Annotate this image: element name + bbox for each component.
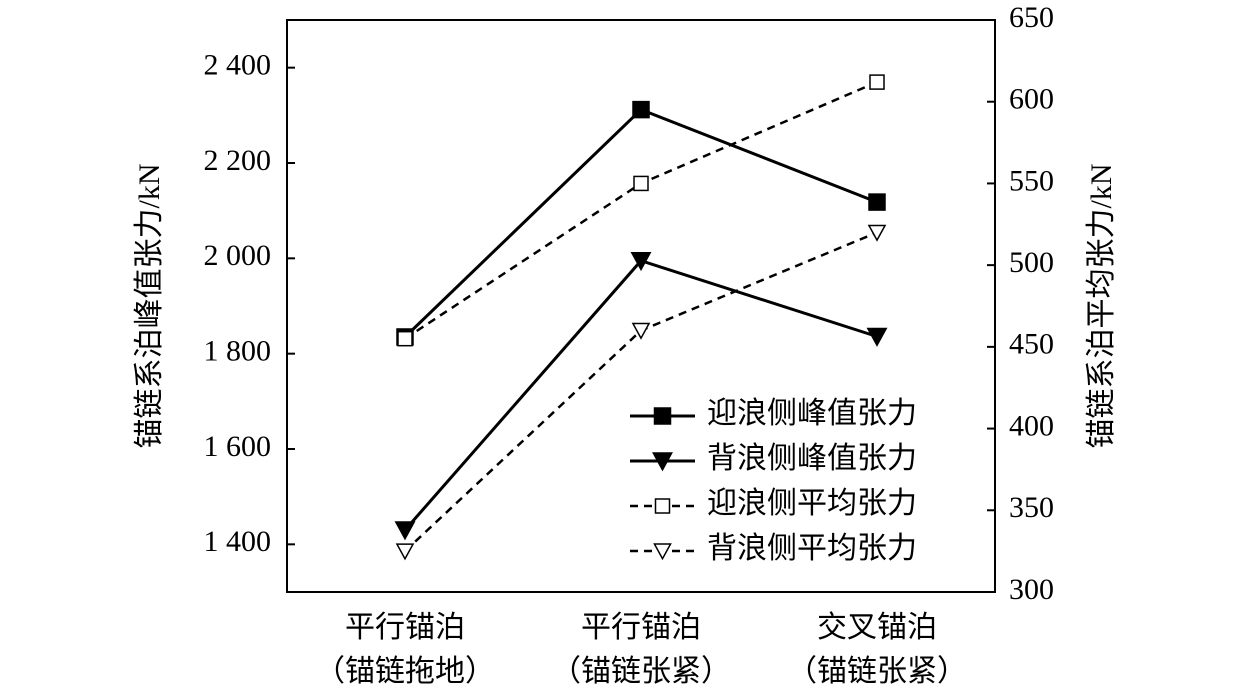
y-tick-label: 2 000 <box>204 239 272 272</box>
y-tick-label: 2 200 <box>204 144 272 177</box>
legend-marker <box>654 498 671 514</box>
y-tick-label: 2 400 <box>204 49 272 82</box>
y-tick-label: 1 400 <box>204 525 272 558</box>
y-tick-label: 1 800 <box>204 335 272 368</box>
marker <box>630 251 652 272</box>
marker <box>869 74 885 90</box>
y2-tick-label: 550 <box>1009 164 1054 197</box>
legend-marker <box>652 452 673 472</box>
x-tick-label: 平行锚泊 <box>581 611 701 644</box>
x-tick-label: （锚链张紧） <box>787 655 967 688</box>
x-tick-label: 交叉锚泊 <box>817 611 937 644</box>
legend-marker <box>653 407 672 425</box>
y2-tick-label: 650 <box>1009 1 1054 34</box>
y2-tick-label: 500 <box>1009 246 1054 279</box>
y2-tick-label: 450 <box>1009 328 1054 361</box>
y2-axis-label: 锚链系泊平均张力/kN <box>1085 164 1118 449</box>
marker <box>632 100 650 119</box>
y2-tick-label: 300 <box>1009 573 1054 606</box>
marker <box>395 543 415 561</box>
x-tick-label: （锚链张紧） <box>551 655 731 688</box>
legend-label: 背浪侧平均张力 <box>707 532 917 565</box>
y-tick-label: 1 600 <box>204 430 272 463</box>
y-axis-label: 锚链系泊峰值张力/kN <box>133 164 166 449</box>
y2-tick-label: 400 <box>1009 409 1054 442</box>
marker <box>868 193 886 211</box>
series-line <box>404 80 878 340</box>
marker <box>633 175 649 192</box>
y2-tick-label: 600 <box>1009 83 1054 116</box>
marker <box>631 322 651 340</box>
marker <box>867 224 887 242</box>
marker <box>866 327 888 347</box>
y2-tick-label: 350 <box>1009 491 1054 524</box>
x-tick-label: （锚链拖地） <box>315 655 495 688</box>
legend-label: 迎浪侧平均张力 <box>707 487 917 520</box>
marker <box>394 521 416 541</box>
plot-frame <box>286 19 996 593</box>
x-tick-label: 平行锚泊 <box>345 611 465 644</box>
series-line <box>403 107 878 339</box>
legend-label: 迎浪侧峰值张力 <box>707 397 917 430</box>
legend-label: 背浪侧峰值张力 <box>707 442 917 475</box>
legend-marker <box>653 543 672 561</box>
marker <box>397 330 413 347</box>
